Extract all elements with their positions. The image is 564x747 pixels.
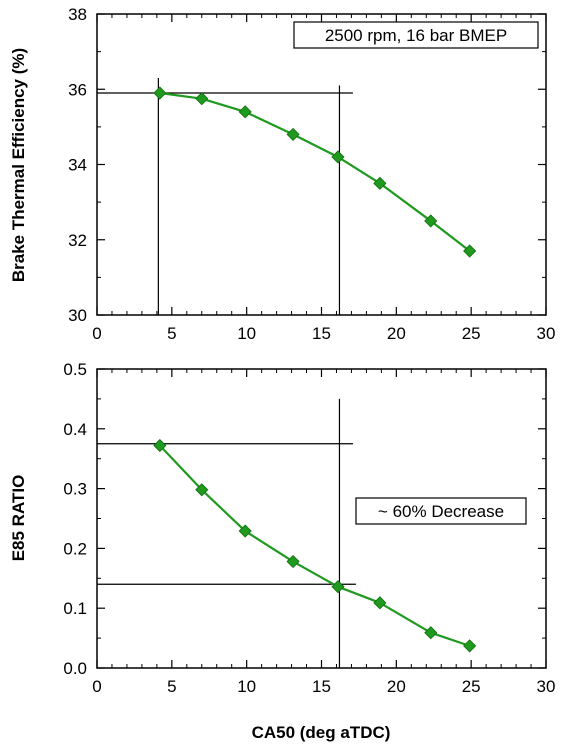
y-axis-title: Brake Thermal Efficiency (%): [9, 48, 28, 282]
x-tick-label: 25: [462, 324, 481, 343]
x-tick-label: 15: [312, 677, 331, 696]
data-point-marker: [153, 86, 167, 100]
data-point-marker: [195, 483, 209, 497]
x-tick-label: 25: [462, 677, 481, 696]
data-point-marker: [195, 92, 209, 106]
y-tick-label: 34: [68, 156, 87, 175]
tick-marks: [96, 13, 547, 316]
annotation-box: [355, 497, 527, 525]
x-tick-label: 0: [92, 677, 101, 696]
plot-frame: [96, 13, 547, 316]
x-tick-label: 10: [237, 677, 256, 696]
series-line: [159, 91, 471, 252]
y-tick-label: 0.3: [63, 480, 87, 499]
data-point-marker: [238, 524, 252, 538]
tick-marks: [96, 368, 547, 669]
x-tick-labels: 0 5 10 15 20 25 30: [92, 324, 555, 343]
data-point-marker: [153, 438, 167, 453]
x-axis-title: CA50 (deg aTDC): [252, 723, 391, 742]
y-tick-label: 38: [68, 5, 87, 24]
y-tick-label: 0.5: [63, 360, 87, 379]
data-point-marker: [238, 105, 252, 119]
annotation-box: [293, 21, 539, 49]
x-tick-label: 20: [387, 324, 406, 343]
x-tick-label: 5: [167, 677, 176, 696]
y-tick-label: 32: [68, 231, 87, 250]
reference-lines: [97, 398, 356, 668]
data-point-marker: [286, 554, 300, 569]
btE-panel: 0 5 10 15 20 25 30 30 32 34 36 38 Brake Thermal Ef…: [9, 5, 555, 343]
x-tick-label: 30: [537, 324, 556, 343]
data-point-marker: [373, 596, 387, 610]
data-point-marker: [331, 150, 345, 164]
y-tick-label: 0.1: [63, 599, 87, 618]
x-tick-labels: 0 5 10 15 20 25 30: [92, 677, 555, 696]
y-tick-label: 0.0: [63, 659, 87, 678]
x-tick-label: 20: [387, 677, 406, 696]
data-point-marker: [463, 244, 477, 258]
series-group: [153, 438, 477, 653]
y-tick-label: 0.2: [63, 539, 87, 558]
data-point-marker: [424, 214, 438, 228]
data-point-marker: [463, 639, 477, 653]
x-tick-label: 15: [312, 324, 331, 343]
annotation-text: ~ 60% Decrease: [378, 502, 504, 521]
x-tick-label: 10: [237, 324, 256, 343]
y-tick-label: 30: [68, 306, 87, 325]
series-group: [153, 86, 477, 258]
reference-lines: [97, 77, 353, 315]
annotation-text: 2500 rpm, 16 bar BMEP: [325, 26, 507, 45]
x-tick-label: 5: [167, 324, 176, 343]
data-point-marker: [373, 176, 387, 190]
series-line: [159, 444, 471, 647]
y-tick-labels: 30 32 34 36 38: [68, 5, 87, 325]
y-axis-title: E85 RATIO: [9, 475, 28, 562]
y-tick-label: 0.4: [63, 420, 87, 439]
y-tick-label: 36: [68, 80, 87, 99]
e85-ratio-panel: 0 5 10 15 20 25 30 0.0 0.1 0.2 0.3 0.4 0.5 E85 RATI…: [9, 360, 555, 742]
x-tick-label: 30: [537, 677, 556, 696]
data-point-marker: [331, 580, 345, 594]
y-tick-labels: 0.0 0.1 0.2 0.3 0.4 0.5: [63, 360, 87, 678]
data-point-marker: [424, 626, 438, 640]
x-tick-label: 0: [92, 324, 101, 343]
data-point-marker: [286, 127, 300, 141]
